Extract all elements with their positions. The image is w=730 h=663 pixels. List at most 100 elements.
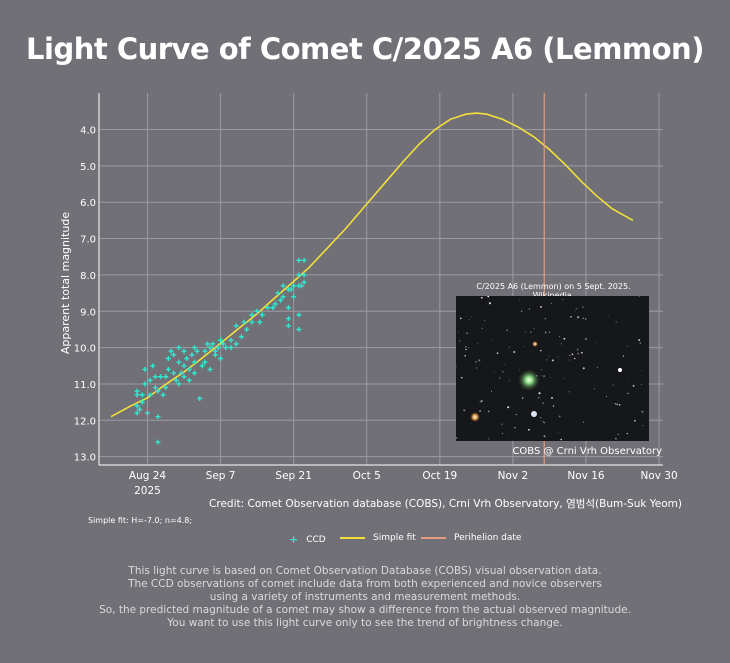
star [514, 426, 516, 429]
star [520, 310, 523, 313]
star [474, 360, 477, 363]
legend-item-ccd: + CCD [289, 533, 326, 546]
ccd-point [270, 305, 276, 311]
star [539, 305, 543, 308]
star [477, 343, 479, 344]
star [627, 392, 629, 394]
star [543, 421, 545, 424]
star [596, 366, 598, 368]
ccd-point [142, 366, 148, 372]
star [543, 375, 546, 378]
ccd-point [191, 370, 197, 376]
ccd-point [210, 341, 216, 347]
star [481, 327, 483, 330]
ccd-point [296, 326, 302, 332]
star [456, 365, 457, 368]
ccd-point [228, 345, 234, 351]
comet-photo [456, 296, 649, 441]
ccd-point [142, 381, 148, 387]
star [568, 359, 570, 361]
star [626, 345, 628, 347]
star [540, 349, 542, 352]
y-tick-label: 7.0 [80, 235, 96, 246]
ccd-point [228, 337, 234, 343]
ccd-point [296, 312, 302, 318]
star [488, 410, 490, 413]
star [560, 438, 563, 441]
ccd-point [163, 385, 169, 391]
ccd-point [207, 366, 213, 372]
star [618, 404, 621, 406]
y-tick-label: 8.0 [80, 271, 96, 282]
ccd-point [197, 395, 203, 401]
star [469, 319, 470, 320]
ccd-point [176, 381, 182, 387]
ccd-point [178, 370, 184, 376]
star [504, 364, 506, 366]
star [491, 390, 492, 392]
star [471, 316, 473, 318]
star [593, 388, 595, 390]
star [622, 355, 625, 357]
x-tick-label: Sep 21 [275, 470, 312, 482]
ccd-point [265, 305, 271, 311]
star [568, 391, 570, 393]
star [581, 296, 583, 298]
x-tick-label: Oct 5 [353, 470, 381, 482]
ccd-point [278, 297, 284, 303]
star [484, 319, 486, 321]
ccd-point [176, 345, 182, 351]
star [612, 384, 614, 386]
star [548, 331, 551, 333]
ccd-point [285, 305, 291, 311]
perihelion-line-icon [421, 537, 446, 539]
ccd-point [233, 323, 239, 329]
ccd-point [152, 385, 158, 391]
ccd-points-layer [134, 257, 307, 445]
y-axis-label: Apparent total magnitude [59, 212, 72, 354]
ccd-point [139, 392, 145, 398]
ccd-point [165, 356, 171, 362]
ccd-point [301, 257, 307, 263]
star [533, 327, 535, 330]
ccd-point [296, 257, 302, 263]
star [582, 317, 585, 320]
star [487, 296, 490, 298]
star [547, 355, 549, 357]
ccd-point [285, 316, 291, 322]
ccd-point [202, 348, 208, 354]
ccd-point [280, 294, 286, 300]
star [577, 352, 580, 355]
star [476, 367, 478, 369]
star [642, 425, 644, 427]
inset-caption: C/2025 A6 (Lemmon) on 5 Sept. 2025. Wiki… [476, 282, 631, 300]
star [502, 370, 504, 373]
legend-label-fit: Simple fit [373, 533, 416, 543]
ccd-marker-icon: + [289, 533, 299, 546]
ccd-point [191, 359, 197, 365]
star [558, 415, 561, 418]
star [552, 405, 555, 407]
star [542, 402, 544, 404]
star [570, 315, 572, 318]
legend-item-fit: Simple fit [340, 533, 416, 543]
axis-layer: 4.0 5.0 6.0 7.0 8.0 9.0 10.0 11.0 12.0 13.0 Aug 24… [74, 93, 678, 497]
star [537, 396, 540, 399]
star [530, 331, 532, 333]
star [501, 423, 503, 425]
ccd-point [184, 356, 190, 362]
star [465, 346, 467, 348]
fit-line-icon [340, 537, 365, 539]
ccd-point [173, 377, 179, 383]
x-tick-label: Oct 19 [422, 470, 457, 482]
disclaimer-line: So, the predicted magnitude of a comet m… [99, 604, 631, 616]
star [640, 370, 642, 371]
star [491, 339, 493, 341]
y-tick-label: 6.0 [80, 198, 96, 209]
ccd-point [137, 406, 143, 412]
star [507, 434, 508, 436]
y-tick-label: 4.0 [80, 126, 96, 137]
chart-title: Light Curve of Comet C/2025 A6 (Lemmon) [26, 32, 704, 66]
star [508, 380, 510, 382]
star [528, 428, 530, 431]
